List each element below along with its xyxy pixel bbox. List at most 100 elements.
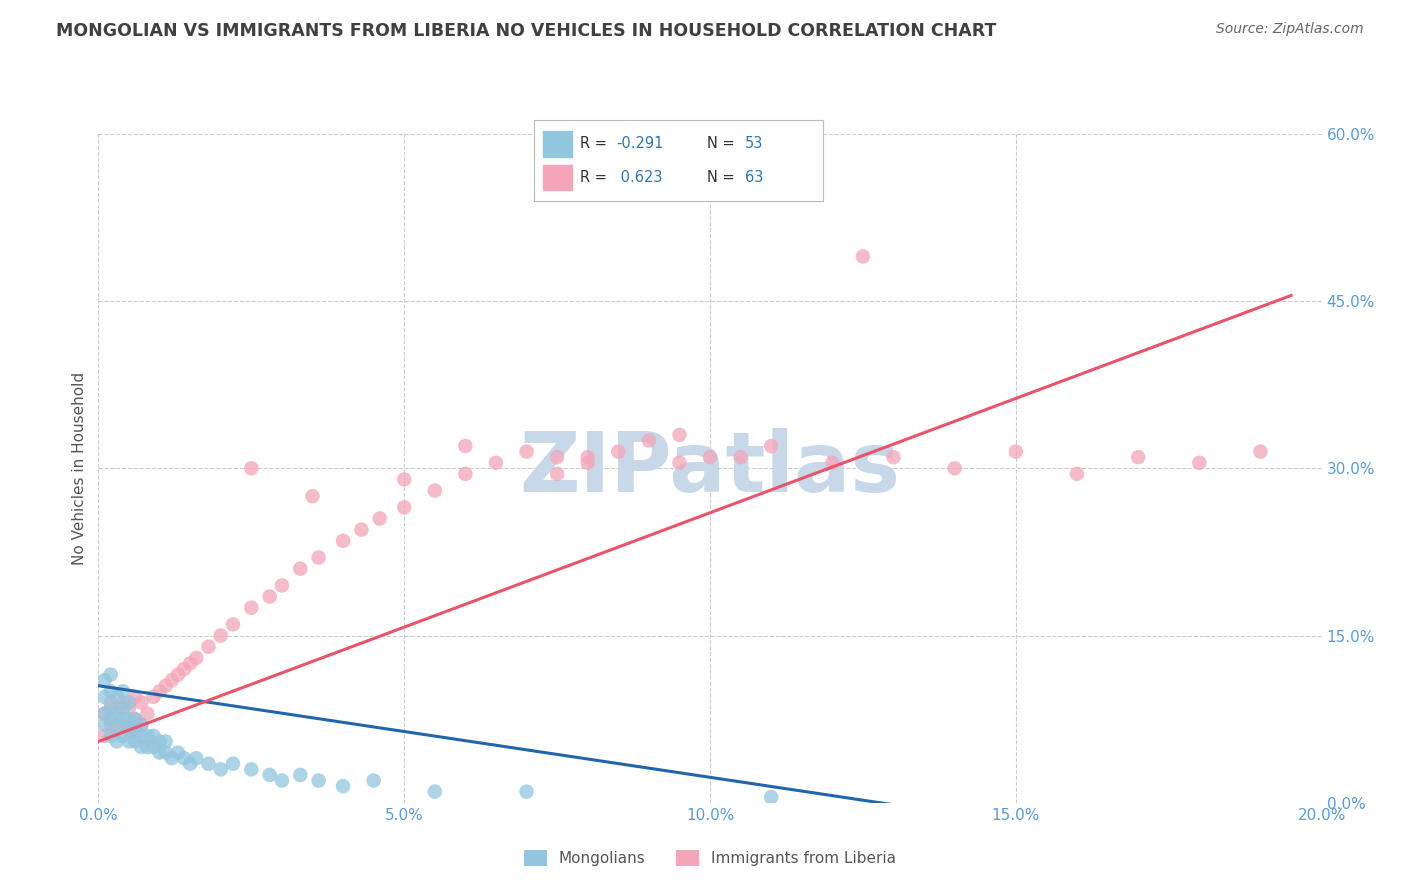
Text: MONGOLIAN VS IMMIGRANTS FROM LIBERIA NO VEHICLES IN HOUSEHOLD CORRELATION CHART: MONGOLIAN VS IMMIGRANTS FROM LIBERIA NO … xyxy=(56,22,997,40)
Point xyxy=(129,740,152,755)
Point xyxy=(637,434,661,448)
Point xyxy=(105,734,128,748)
Point xyxy=(149,746,172,760)
Text: N =: N = xyxy=(707,136,740,152)
Point xyxy=(301,489,323,503)
Point xyxy=(93,717,115,731)
Point xyxy=(105,706,128,721)
Point xyxy=(155,679,177,693)
Point xyxy=(668,428,690,442)
Point xyxy=(1004,444,1026,458)
Point xyxy=(129,696,152,710)
Point xyxy=(105,690,128,704)
Point xyxy=(105,723,128,738)
Point xyxy=(142,690,165,704)
Point xyxy=(155,734,177,748)
Point xyxy=(943,461,966,475)
Point xyxy=(186,651,208,665)
Point xyxy=(668,456,690,470)
Point xyxy=(93,729,115,743)
Point xyxy=(222,756,245,771)
Point xyxy=(111,701,134,715)
Text: ZIPatlas: ZIPatlas xyxy=(520,428,900,508)
Point xyxy=(100,712,122,726)
Point xyxy=(100,684,122,698)
Point xyxy=(105,701,128,715)
Point xyxy=(129,729,152,743)
Point xyxy=(392,500,416,515)
Point xyxy=(100,717,122,731)
Point xyxy=(270,578,292,592)
Point xyxy=(160,751,183,765)
Point xyxy=(100,667,122,681)
Y-axis label: No Vehicles in Household: No Vehicles in Household xyxy=(72,372,87,565)
Point xyxy=(308,550,330,565)
Point xyxy=(240,600,263,615)
Point xyxy=(136,706,159,721)
Point xyxy=(1128,450,1150,465)
Point xyxy=(240,461,263,475)
Point xyxy=(124,690,146,704)
Point xyxy=(100,701,122,715)
Point xyxy=(124,712,146,726)
Text: 53: 53 xyxy=(745,136,763,152)
Point xyxy=(259,590,281,604)
Point xyxy=(179,657,201,671)
Point xyxy=(142,729,165,743)
Text: Source: ZipAtlas.com: Source: ZipAtlas.com xyxy=(1216,22,1364,37)
Point xyxy=(759,439,782,453)
Point xyxy=(111,712,134,726)
Point xyxy=(118,734,141,748)
Bar xyxy=(543,131,572,157)
Point xyxy=(93,706,115,721)
Point xyxy=(222,617,245,632)
Point xyxy=(1188,456,1211,470)
Point xyxy=(100,729,122,743)
Point xyxy=(454,467,477,481)
Point xyxy=(332,779,354,793)
Text: R =: R = xyxy=(581,136,612,152)
Point xyxy=(392,473,416,487)
Point xyxy=(454,439,477,453)
Point xyxy=(546,450,568,465)
Legend: Mongolians, Immigrants from Liberia: Mongolians, Immigrants from Liberia xyxy=(517,844,903,872)
Point xyxy=(118,723,141,738)
Point xyxy=(730,450,752,465)
Point xyxy=(290,562,312,576)
Point xyxy=(759,790,782,805)
Point xyxy=(160,673,183,688)
Point xyxy=(93,673,115,688)
Point xyxy=(111,684,134,698)
Point xyxy=(259,768,281,782)
Point xyxy=(173,751,195,765)
Text: R =: R = xyxy=(581,169,612,185)
Text: N =: N = xyxy=(707,169,740,185)
Point xyxy=(363,773,385,788)
Point xyxy=(118,723,141,738)
Point xyxy=(209,762,232,776)
Point xyxy=(699,450,721,465)
Point xyxy=(149,684,172,698)
Point xyxy=(423,483,446,498)
Point xyxy=(197,756,219,771)
Point xyxy=(485,456,508,470)
Point xyxy=(100,696,122,710)
Point xyxy=(111,696,134,710)
Point xyxy=(576,450,599,465)
Point xyxy=(118,712,141,726)
Point xyxy=(332,533,354,548)
Point xyxy=(516,444,538,458)
Point xyxy=(883,450,905,465)
Point xyxy=(124,734,146,748)
Point xyxy=(240,762,263,776)
Point xyxy=(368,511,391,525)
Point xyxy=(124,723,146,738)
Bar xyxy=(543,164,572,190)
Point xyxy=(118,696,141,710)
Point xyxy=(423,785,446,799)
Point xyxy=(142,740,165,755)
Point xyxy=(167,667,190,681)
Point xyxy=(136,729,159,743)
Point xyxy=(186,751,208,765)
Point xyxy=(852,250,875,264)
